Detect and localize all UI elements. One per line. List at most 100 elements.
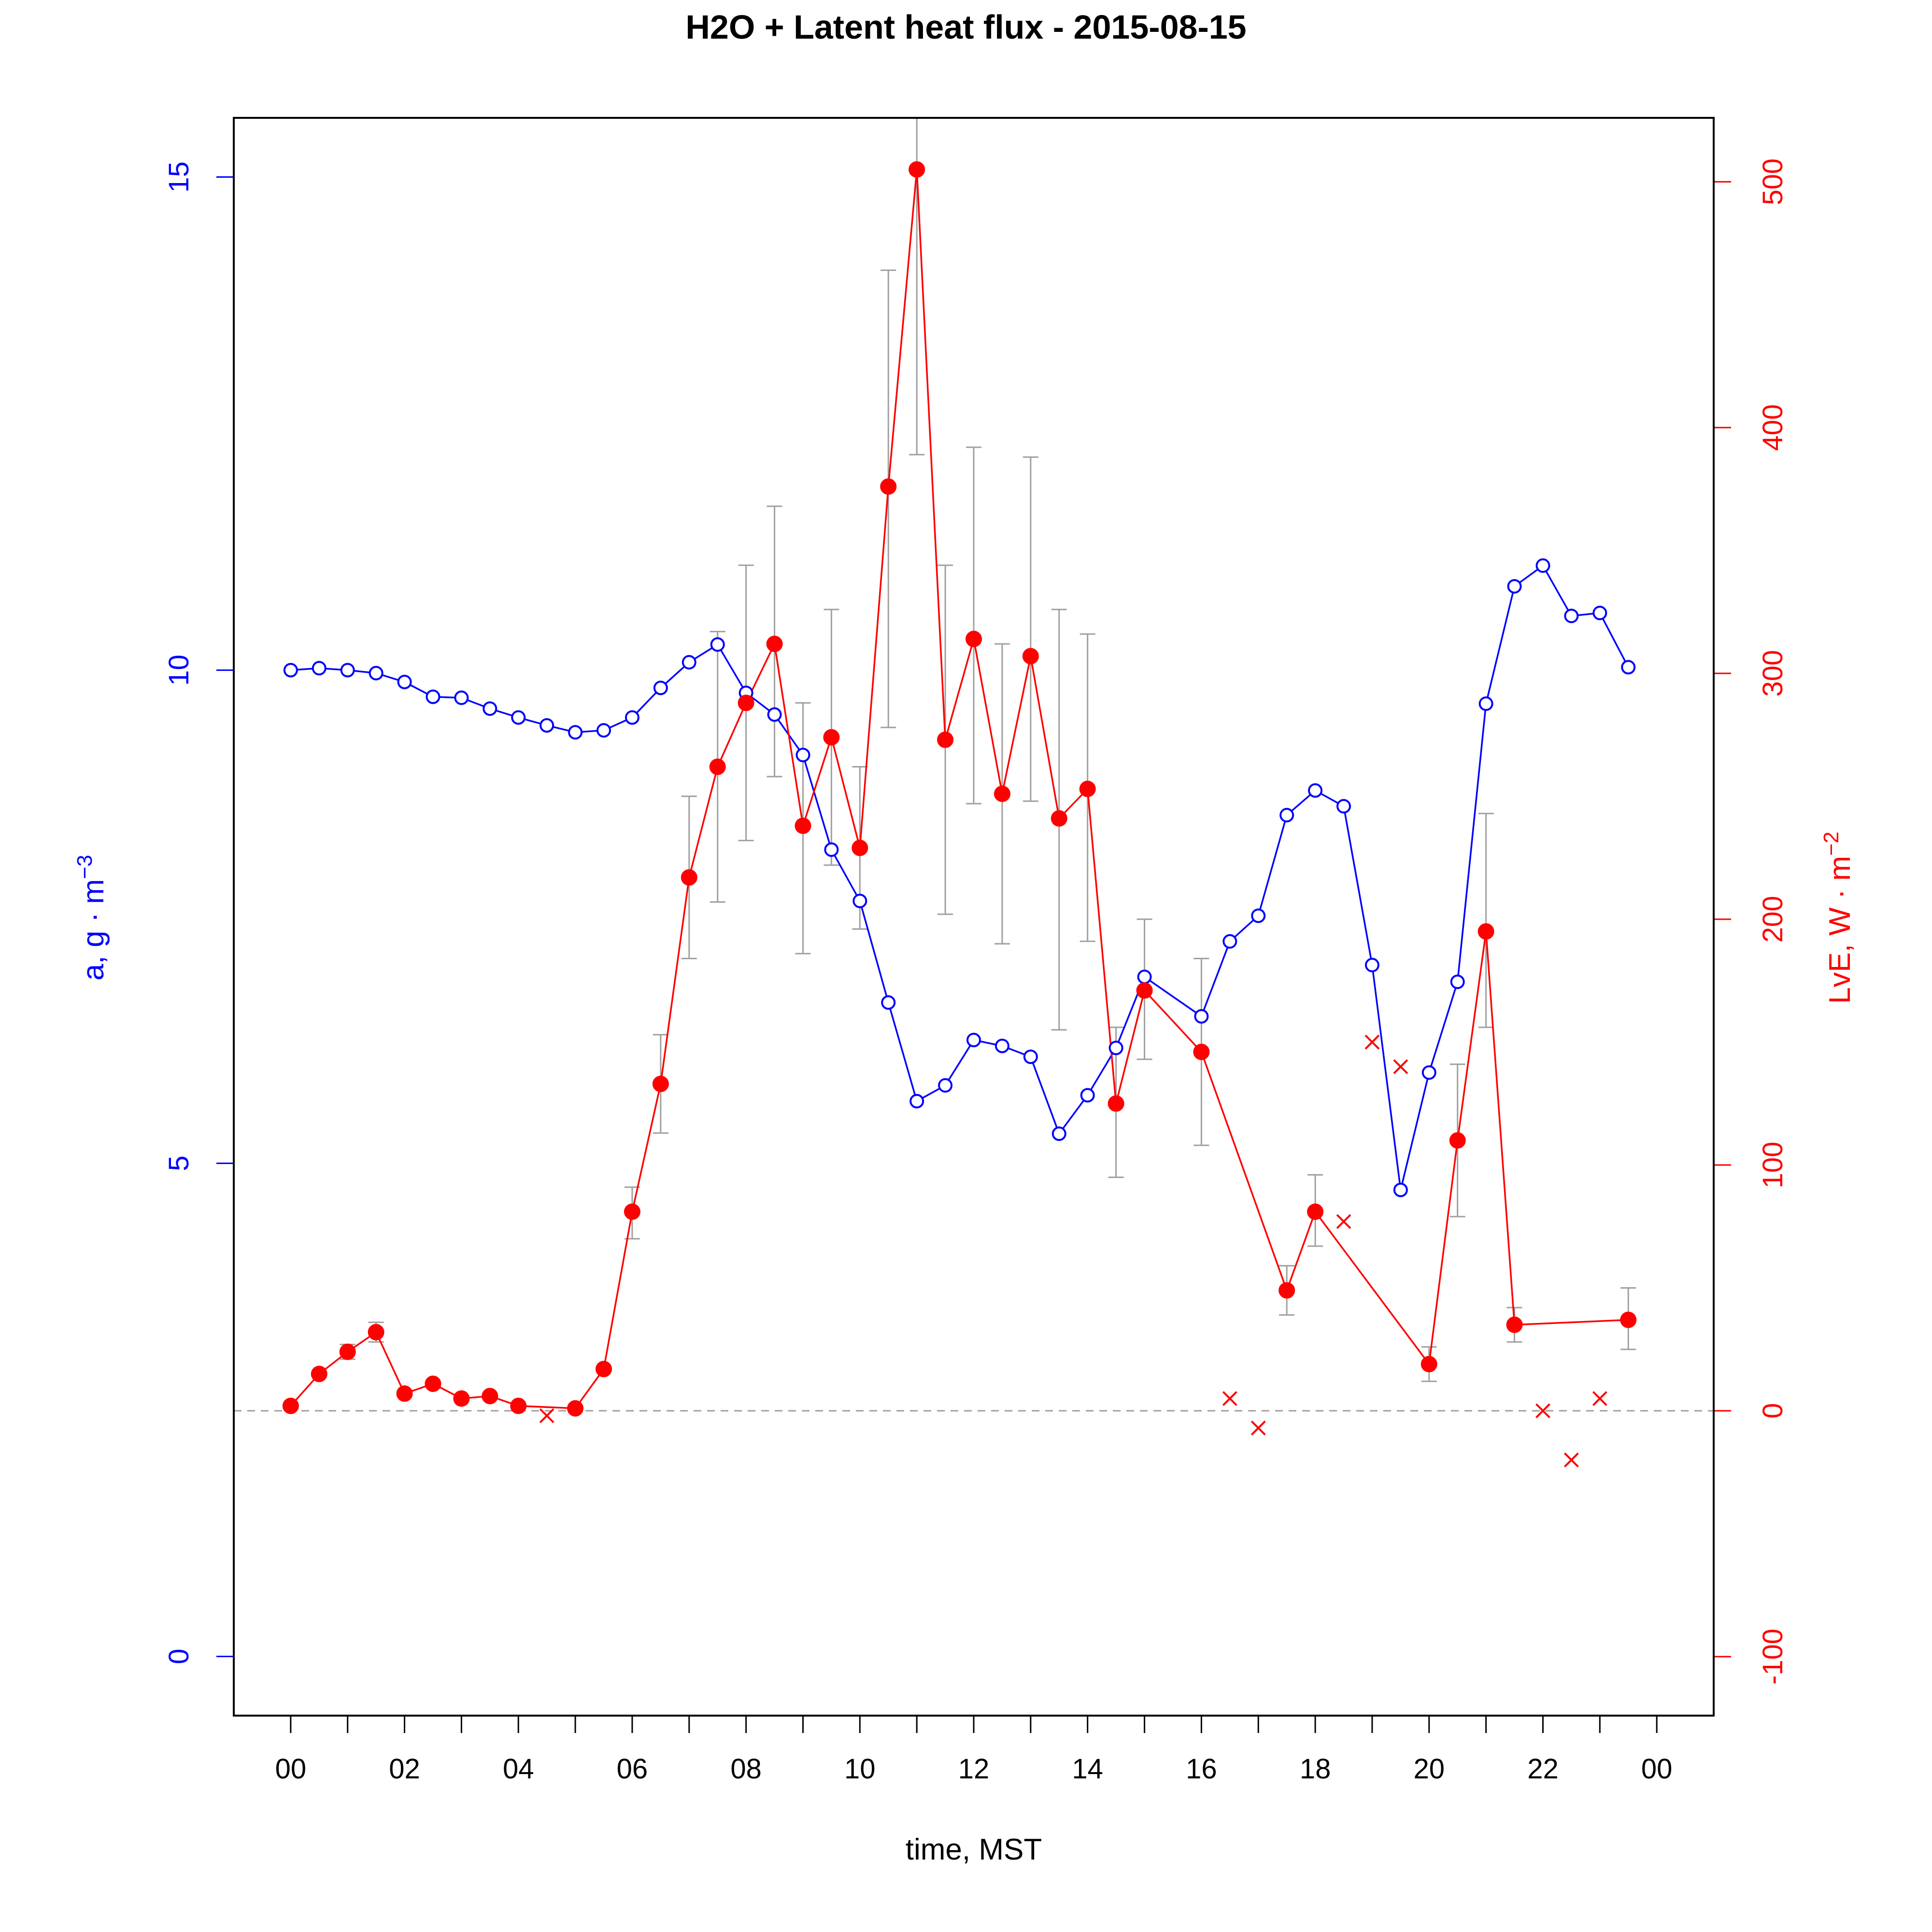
lve-point bbox=[709, 758, 726, 775]
chart-title: H2O + Latent heat flux - 2015-08-15 bbox=[685, 8, 1246, 46]
x-tick-label: 14 bbox=[1072, 1753, 1103, 1785]
lve-point bbox=[766, 636, 783, 653]
h2o-point bbox=[454, 690, 469, 705]
lve-point bbox=[852, 839, 868, 856]
h2o-point bbox=[852, 894, 867, 909]
x-tick-label: 00 bbox=[1641, 1753, 1673, 1785]
h2o-point bbox=[1592, 606, 1607, 621]
lve-excluded-cross bbox=[539, 1408, 554, 1423]
lve-excluded-cross bbox=[1250, 1421, 1266, 1435]
h2o-point bbox=[1194, 1009, 1209, 1024]
lve-excluded-cross bbox=[1336, 1214, 1351, 1229]
h2o-point bbox=[1507, 579, 1522, 594]
lve-point bbox=[396, 1385, 413, 1402]
lve-point bbox=[1136, 982, 1153, 999]
y-right-tick-label: 200 bbox=[1757, 896, 1789, 943]
y-axis-left-label-text: a, g · m bbox=[77, 879, 110, 980]
h2o-point bbox=[881, 995, 896, 1010]
h2o-point bbox=[283, 663, 298, 678]
cross-stroke bbox=[1592, 1391, 1607, 1406]
lve-point bbox=[880, 478, 897, 495]
x-tick-label: 16 bbox=[1186, 1753, 1217, 1785]
lve-point bbox=[510, 1397, 527, 1414]
y-right-tick-label: 300 bbox=[1757, 650, 1789, 697]
h2o-point bbox=[1564, 609, 1579, 624]
lve-point bbox=[624, 1203, 640, 1220]
lve-point bbox=[1108, 1095, 1124, 1112]
x-tick-label: 18 bbox=[1300, 1753, 1331, 1785]
y-axis-right-label-exponent: −2 bbox=[1819, 832, 1843, 856]
y-axis-right-label-text: LvE, W · m bbox=[1823, 856, 1857, 1004]
h2o-point bbox=[824, 842, 839, 857]
h2o-point bbox=[568, 725, 583, 740]
h2o-point bbox=[710, 637, 725, 652]
y-right-tick-label: 400 bbox=[1757, 404, 1789, 451]
lve-point bbox=[311, 1365, 327, 1382]
lve-point bbox=[652, 1076, 669, 1093]
h2o-point bbox=[369, 666, 384, 681]
lve-excluded-cross bbox=[1563, 1452, 1579, 1468]
lve-point bbox=[1051, 810, 1067, 827]
lve-point bbox=[1079, 781, 1096, 797]
lve-point bbox=[1022, 648, 1039, 665]
lve-point bbox=[1620, 1311, 1637, 1328]
cross-stroke bbox=[1393, 1059, 1408, 1074]
x-tick-label: 10 bbox=[844, 1753, 876, 1785]
h2o-point bbox=[767, 707, 782, 722]
lve-point bbox=[1421, 1356, 1437, 1373]
x-tick-label: 08 bbox=[730, 1753, 762, 1785]
y-axis-right-label: LvE, W · m−2 bbox=[1819, 832, 1857, 1004]
lve-excluded-cross bbox=[1364, 1035, 1380, 1050]
lve-point bbox=[681, 869, 697, 886]
h2o-point bbox=[1450, 974, 1465, 989]
h2o-point bbox=[796, 748, 810, 763]
h2o-point bbox=[1051, 1126, 1066, 1141]
h2o-point bbox=[1137, 969, 1152, 984]
h2o-point bbox=[1393, 1182, 1408, 1197]
y-right-tick-label: -100 bbox=[1757, 1629, 1789, 1685]
cross-stroke bbox=[539, 1408, 554, 1423]
lve-point bbox=[1506, 1316, 1523, 1333]
y-left-tick-label: 0 bbox=[163, 1648, 195, 1664]
cross-stroke bbox=[1535, 1403, 1550, 1419]
y-axis-left-label-exponent: −3 bbox=[73, 855, 97, 879]
lve-point bbox=[368, 1324, 384, 1341]
lve-point bbox=[453, 1390, 470, 1407]
h2o-point bbox=[653, 681, 668, 696]
h2o-point bbox=[1621, 660, 1636, 675]
h2o-point bbox=[1364, 958, 1379, 973]
lve-point bbox=[339, 1343, 356, 1360]
lve-point bbox=[966, 630, 982, 647]
x-tick-label: 12 bbox=[958, 1753, 990, 1785]
cross-stroke bbox=[1336, 1214, 1351, 1229]
y-axis-left-label: a, g · m−3 bbox=[73, 855, 110, 980]
h2o-point bbox=[1279, 808, 1294, 823]
lve-excluded-cross bbox=[1592, 1391, 1607, 1406]
lve-point bbox=[1449, 1132, 1466, 1149]
cross-stroke bbox=[1250, 1421, 1266, 1435]
y-left-tick-label: 10 bbox=[163, 654, 195, 686]
h2o-point bbox=[1308, 783, 1323, 798]
y-right-tick-label: 100 bbox=[1757, 1142, 1789, 1189]
lve-excluded-cross bbox=[1393, 1059, 1408, 1074]
h2o-series-line bbox=[290, 564, 1629, 1191]
h2o-point bbox=[938, 1078, 953, 1093]
cross-stroke bbox=[1563, 1452, 1579, 1468]
lve-point bbox=[738, 695, 754, 711]
lve-point bbox=[425, 1375, 441, 1392]
h2o-point bbox=[1222, 934, 1237, 949]
h2o-point bbox=[1336, 799, 1351, 814]
x-axis-label: time, MST bbox=[906, 1833, 1042, 1866]
y-left-tick-label: 5 bbox=[163, 1155, 195, 1171]
x-tick-label: 06 bbox=[617, 1753, 648, 1785]
lve-point bbox=[1477, 923, 1494, 940]
lve-point bbox=[937, 731, 954, 748]
y-right-tick-label: 500 bbox=[1757, 158, 1789, 205]
h2o-point bbox=[994, 1038, 1009, 1053]
h2o-point bbox=[1535, 558, 1550, 573]
h2o-point bbox=[966, 1033, 981, 1048]
y-left-tick-label: 15 bbox=[163, 161, 195, 193]
cross-stroke bbox=[1364, 1035, 1380, 1050]
